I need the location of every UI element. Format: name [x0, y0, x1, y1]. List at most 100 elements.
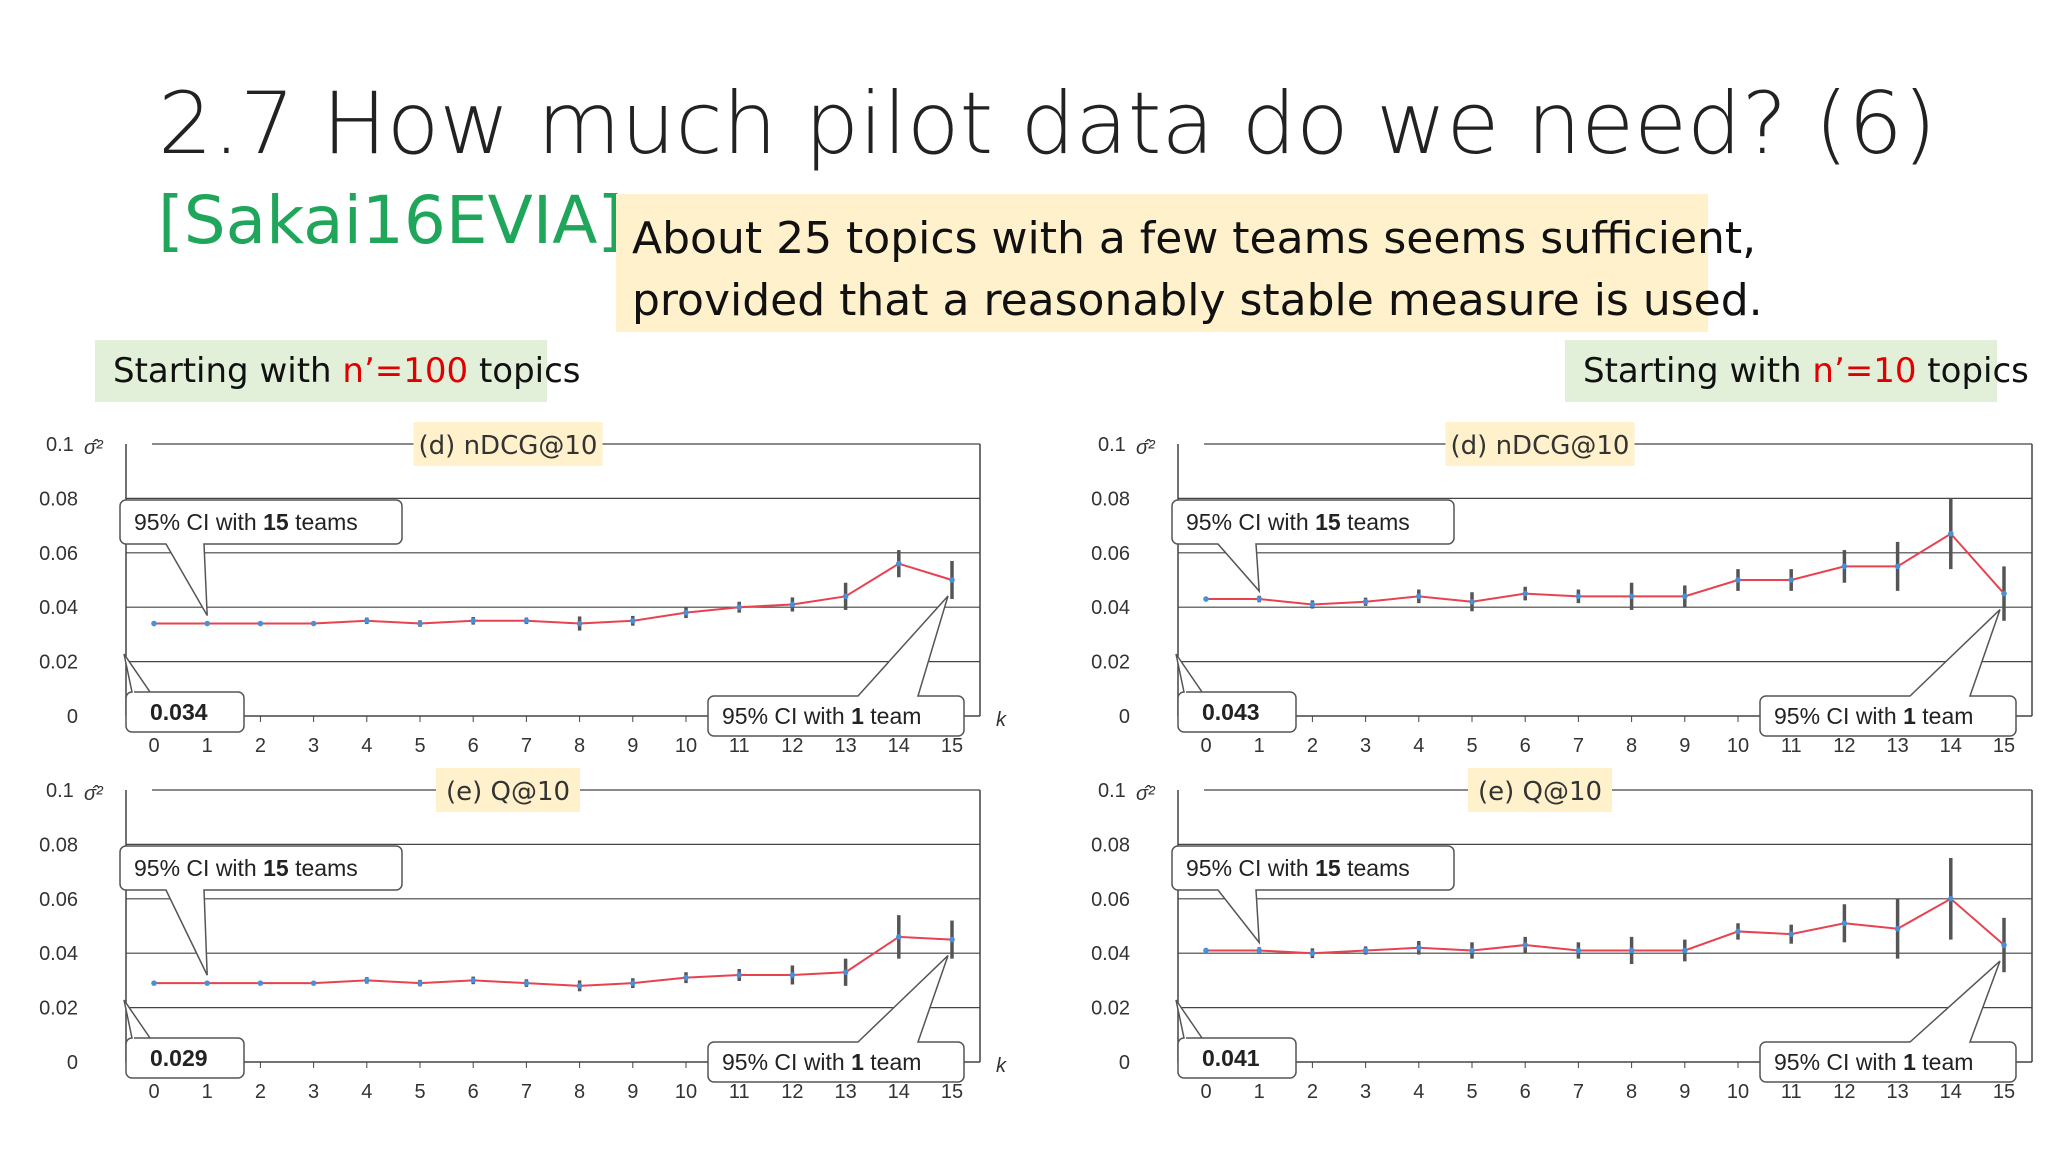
x-tick-label: 3: [308, 735, 319, 757]
y-tick-label: 0: [67, 1052, 78, 1074]
x-tick-label: 8: [1626, 1081, 1637, 1103]
chart-title-box: [1445, 422, 1635, 466]
x-tick-label: 3: [1360, 735, 1371, 757]
x-tick-label: 4: [361, 735, 372, 757]
data-point: [683, 609, 689, 616]
x-tick-label: 13: [1886, 1081, 1908, 1103]
callout-1-post: team: [864, 1049, 922, 1075]
data-point: [1841, 920, 1848, 927]
callout-15-pre: 95% CI with: [1186, 855, 1315, 881]
x-tick-label: 7: [1573, 1081, 1584, 1103]
summary-line-2: provided that a reasonably stable measur…: [632, 275, 1763, 326]
data-point: [1469, 947, 1475, 954]
y-axis-label: σ̂²: [84, 437, 104, 459]
callout-15-teams-text: 95% CI with 15 teams: [134, 855, 358, 881]
series-line: [154, 562, 953, 625]
data-point: [417, 620, 423, 627]
data-point: [470, 618, 477, 624]
y-tick-label: 0.06: [1091, 889, 1130, 911]
data-point: [1948, 896, 1954, 902]
data-point: [1575, 593, 1582, 600]
y-tick-label: 0.04: [1091, 597, 1130, 619]
x-tick-label: 14: [888, 735, 910, 757]
callout-15-post: teams: [289, 855, 358, 881]
x-tick-label: 14: [1940, 1081, 1962, 1103]
data-point: [1628, 593, 1635, 600]
data-point: [949, 936, 955, 943]
callout-15-bold: 15: [263, 509, 289, 535]
y-tick-label: 0.04: [39, 943, 78, 965]
x-tick-label: 2: [255, 735, 266, 757]
data-point: [310, 980, 317, 986]
data-point: [896, 560, 902, 567]
start-right-highlight: n’=10: [1812, 351, 1917, 391]
x-tick-label: 12: [781, 735, 803, 757]
data-point: [1841, 563, 1848, 570]
slide-title: 2.7 How much pilot data do we need? (6): [158, 74, 1937, 174]
callout-1-team: [707, 595, 965, 737]
x-tick-label: 8: [1626, 735, 1637, 757]
callout-15-post: teams: [1341, 509, 1410, 535]
chart-ndcg-n10: 00.020.040.060.080.1 σ̂²0 1 2 3 4 5 6 7 8 9 10 11 12 1…: [1091, 422, 2033, 757]
callout-1-bold: 1: [851, 1049, 864, 1075]
chart-title: (e) Q@10: [1478, 777, 1602, 807]
callout-1-bold: 1: [1903, 1049, 1916, 1075]
chart-title-box: [436, 768, 580, 812]
x-tick-label: 0: [1200, 1081, 1211, 1103]
data-point: [204, 620, 210, 627]
callout-1-pre: 95% CI with: [1774, 1049, 1903, 1075]
callout-15-pre: 95% CI with: [134, 509, 263, 535]
x-tick-label: 5: [414, 735, 425, 757]
start-value-callout: [123, 653, 245, 733]
x-tick-label: 8: [574, 735, 585, 757]
series-line: [1206, 897, 2005, 955]
x-tick-label: 14: [1940, 735, 1962, 757]
x-tick-label: 6: [1520, 1081, 1531, 1103]
start-left-prefix: Starting with: [113, 351, 343, 391]
data-point: [204, 980, 210, 986]
x-tick-label: 14: [888, 1081, 910, 1103]
start-left-highlight: n’=100: [342, 351, 469, 391]
x-tick-label: 1: [1254, 735, 1265, 757]
data-point: [470, 977, 477, 984]
x-tick-label: 10: [675, 735, 697, 757]
data-point: [151, 980, 157, 986]
callout-15-bold: 15: [1315, 855, 1341, 881]
callout-15-teams-text: 95% CI with 15 teams: [1186, 855, 1410, 881]
chart-title-box: [1468, 768, 1612, 812]
start-label-right: Starting with n’=10 topics: [1565, 340, 2029, 402]
y-tick-label: 0.06: [39, 543, 78, 565]
x-tick-label: 9: [1679, 735, 1690, 757]
data-point: [1416, 593, 1422, 600]
data-point: [576, 620, 583, 627]
x-tick-label: 6: [468, 735, 479, 757]
data-point: [736, 972, 742, 978]
data-point: [2001, 590, 2007, 597]
y-tick-label: 0.1: [1098, 780, 1126, 802]
data-point: [1256, 596, 1262, 602]
data-point: [417, 980, 423, 986]
chart-q-n10: 00.020.040.060.080.1 σ̂²0 1 2 3 4 5 6 7 8 9 10 11 12 1…: [1091, 768, 2033, 1103]
data-point: [1788, 931, 1794, 937]
x-axis-label: k: [996, 1055, 1007, 1077]
y-tick-label: 0.06: [1091, 543, 1130, 565]
data-point: [896, 934, 902, 940]
callout-15-teams: [119, 845, 403, 976]
y-tick-label: 0: [1119, 706, 1130, 728]
data-point: [364, 618, 370, 624]
chart-title: (e) Q@10: [446, 777, 570, 807]
x-tick-label: 3: [1360, 1081, 1371, 1103]
x-tick-label: 13: [834, 1081, 856, 1103]
callout-1-team: [1759, 609, 2017, 737]
start-left-suffix: topics: [468, 351, 581, 391]
data-point: [2001, 942, 2007, 948]
x-tick-label: 9: [627, 1081, 638, 1103]
data-point: [1256, 947, 1262, 954]
chart-title: (d) nDCG@10: [1451, 431, 1630, 461]
data-point: [1362, 947, 1369, 954]
data-point: [789, 601, 796, 608]
data-point: [310, 620, 317, 627]
data-point: [1682, 947, 1688, 954]
callout-15-teams: [119, 499, 403, 616]
data-point: [257, 620, 264, 627]
